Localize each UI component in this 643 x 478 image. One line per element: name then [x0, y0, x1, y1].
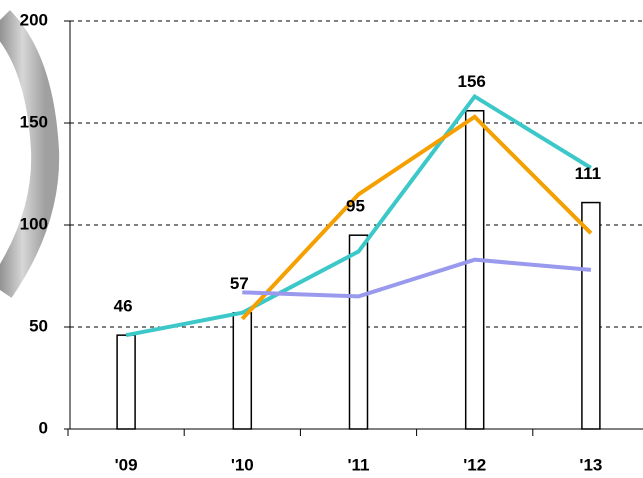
x-tick-label: '09 [115, 455, 138, 474]
bar [464, 110, 485, 430]
y-tick-label: 50 [29, 316, 48, 335]
x-tick-label: '12 [463, 455, 486, 474]
bar [581, 201, 601, 430]
x-tick-label: '11 [347, 455, 369, 474]
bar [232, 311, 253, 430]
y-tick-label: 0 [39, 418, 48, 437]
data-label: 57 [230, 274, 249, 293]
y-tick-label: 200 [20, 10, 48, 29]
line-series [125, 93, 592, 338]
bar [116, 334, 136, 430]
data-label: 156 [458, 72, 486, 91]
x-tick-label: '13 [579, 455, 602, 474]
data-label: 111 [575, 164, 602, 183]
line-series [240, 114, 593, 321]
y-tick-label: 150 [20, 112, 48, 131]
bar [348, 234, 369, 430]
line-series [242, 257, 592, 299]
data-label: 46 [114, 297, 133, 316]
y-tick-label: 100 [20, 214, 48, 233]
x-tick-label: '10 [231, 455, 254, 474]
data-label: 95 [346, 197, 365, 216]
background-ornament [0, 10, 60, 298]
